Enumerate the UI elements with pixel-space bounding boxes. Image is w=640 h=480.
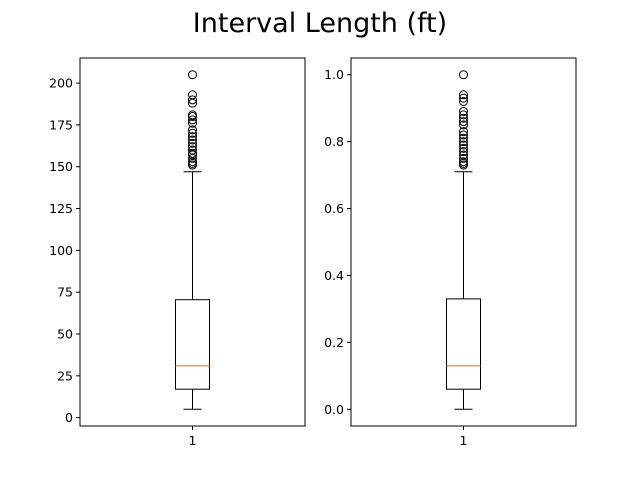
x-tick-label: 1 <box>460 433 468 448</box>
outlier-point <box>188 135 197 145</box>
y-tick-label: 150 <box>49 159 73 174</box>
outlier-point <box>188 132 197 142</box>
y-tick-label: 200 <box>49 76 73 91</box>
outlier-point <box>188 95 197 105</box>
outlier-point <box>459 120 468 130</box>
y-tick-label: 100 <box>49 243 73 258</box>
y-tick-label: 50 <box>57 327 73 342</box>
outlier-point <box>459 137 468 147</box>
outlier-point <box>188 115 197 125</box>
outlier-point <box>459 143 468 153</box>
y-tick-label: 75 <box>57 285 73 300</box>
figure-title: Interval Length (ft) <box>193 8 447 39</box>
y-tick-label: 0.2 <box>324 335 344 350</box>
y-tick-label: 0.4 <box>324 268 344 283</box>
outlier-point <box>188 145 197 155</box>
outlier-point <box>188 148 197 158</box>
y-tick-label: 175 <box>49 117 73 132</box>
y-tick-label: 125 <box>49 201 73 216</box>
iqr-box <box>175 299 210 390</box>
outlier-point <box>188 138 197 148</box>
outlier-point <box>459 150 468 160</box>
axes-left: 0 25 50 75 100 125 150 175 200 1 <box>49 57 306 448</box>
y-tick-label: 0 <box>65 410 73 425</box>
iqr-box <box>446 298 481 390</box>
outlier-point <box>459 110 468 120</box>
outlier-point <box>459 93 468 103</box>
outlier-point <box>188 128 197 138</box>
x-tick-label: 1 <box>189 433 197 448</box>
outlier-point <box>459 113 468 123</box>
outlier-point <box>459 117 468 127</box>
outlier-point <box>459 153 468 163</box>
outlier-point <box>459 70 468 80</box>
outlier-point <box>188 70 197 80</box>
axes-right: 0.0 0.2 0.4 0.6 0.8 1.0 1 <box>324 57 577 448</box>
outlier-point <box>459 130 468 140</box>
outlier-point <box>188 142 197 152</box>
outlier-point <box>459 107 468 117</box>
axes-frame <box>79 57 306 427</box>
y-tick-label: 1.0 <box>324 67 344 82</box>
outlier-point <box>459 133 468 143</box>
outlier-point <box>188 125 197 135</box>
y-tick-label: 0.0 <box>324 402 344 417</box>
outlier-point <box>188 90 197 100</box>
outlier-point <box>459 140 468 150</box>
y-tick-label: 0.6 <box>324 201 344 216</box>
outlier-point <box>459 96 468 106</box>
outlier-point <box>459 127 468 137</box>
outlier-point <box>459 90 468 100</box>
axes-frame <box>350 57 577 427</box>
y-tick-label: 25 <box>57 368 73 383</box>
y-tick-label: 0.8 <box>324 134 344 149</box>
outlier-point <box>459 157 468 167</box>
outlier-point <box>188 110 197 120</box>
outlier-point <box>459 147 468 157</box>
